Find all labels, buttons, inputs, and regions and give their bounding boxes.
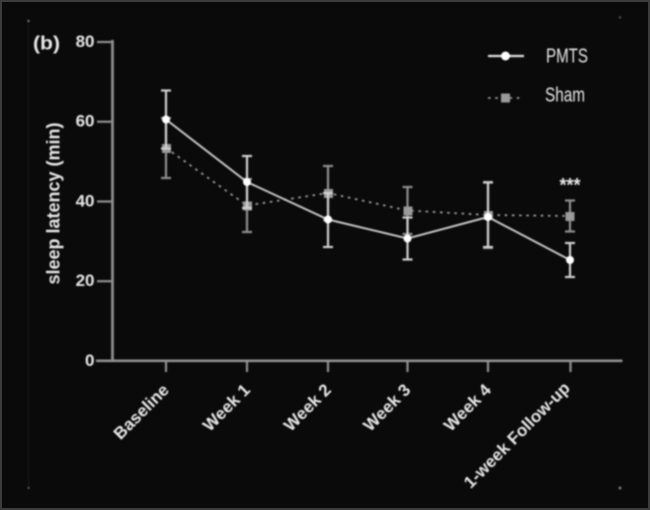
svg-text:(b): (b) [33,34,60,55]
svg-text:Week 4: Week 4 [440,380,495,435]
svg-text:PMTS: PMTS [546,46,588,68]
svg-text:40: 40 [76,192,95,211]
svg-text:Week 1: Week 1 [199,380,254,435]
svg-text:sleep latency (min): sleep latency (min) [44,122,64,284]
svg-text:0: 0 [85,351,94,370]
svg-text:Week 3: Week 3 [360,380,415,435]
svg-text:***: *** [560,176,582,197]
svg-text:20: 20 [76,271,95,290]
svg-text:Week 2: Week 2 [280,380,335,435]
svg-text:80: 80 [76,32,95,51]
svg-text:Sham: Sham [545,85,585,107]
svg-text:60: 60 [76,112,95,131]
svg-text:Baseline: Baseline [110,380,173,443]
